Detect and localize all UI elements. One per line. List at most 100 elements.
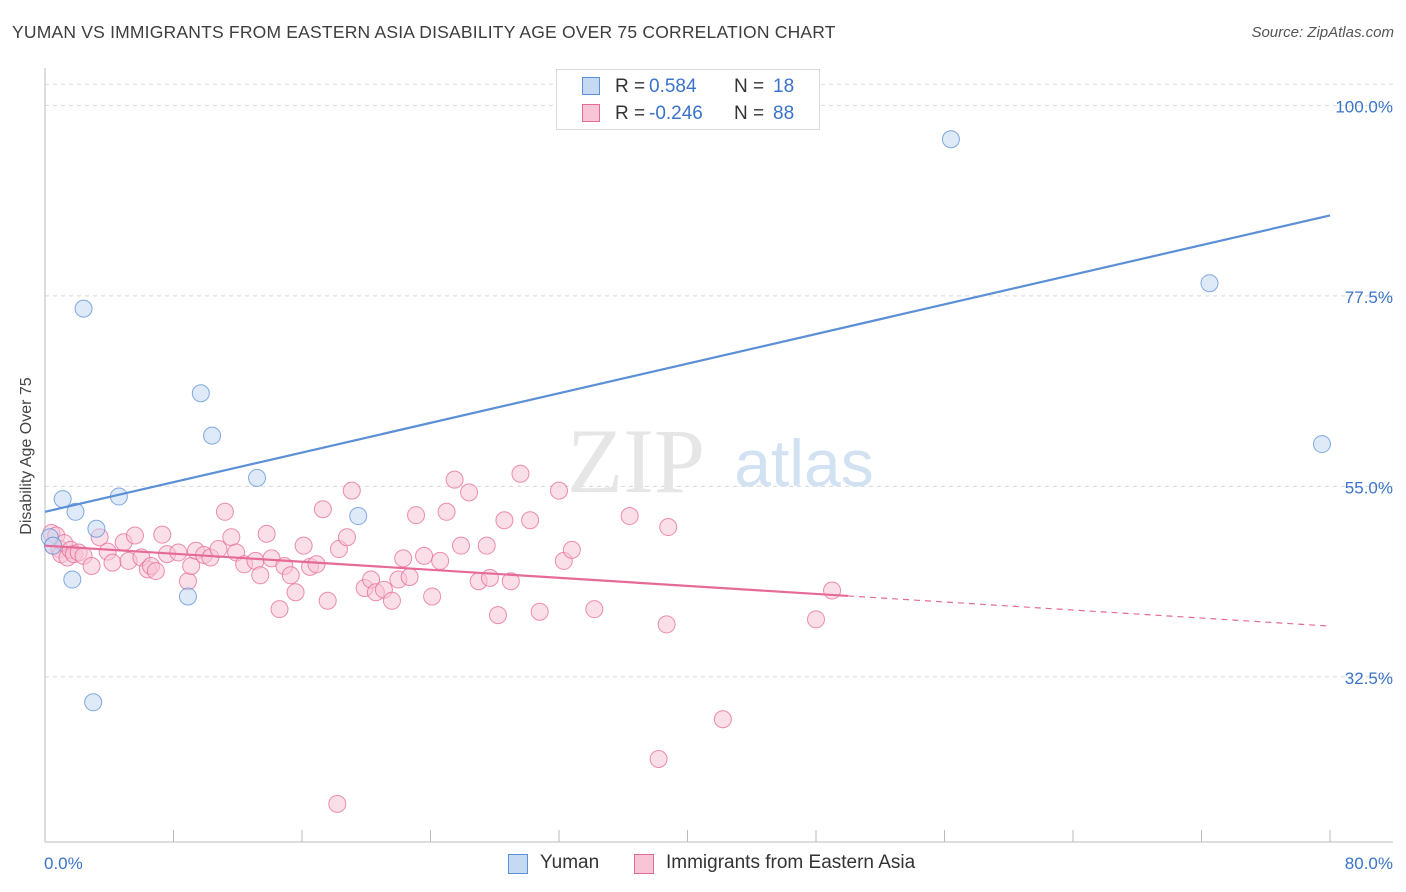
yuman-point: [1312, 435, 1331, 454]
yuman-swatch: [582, 77, 600, 95]
immigrants-point: [294, 536, 313, 555]
yuman-point: [178, 587, 197, 606]
immigrants-point: [521, 511, 540, 530]
immigrants-point: [178, 572, 197, 591]
y-tick-label: 55.0%: [1345, 478, 1393, 497]
immigrants-legend-swatch: [634, 854, 654, 874]
yuman-point: [248, 468, 267, 487]
immigrants-point: [713, 710, 732, 729]
watermark-zip: ZIP: [567, 410, 705, 512]
y-axis-label: Disability Age Over 75: [18, 377, 35, 535]
yuman-point: [191, 384, 210, 403]
legend-label-immigrants: Immigrants from Eastern Asia: [666, 852, 916, 873]
yuman-trend-line: [44, 214, 1331, 513]
y-tick-label: 77.5%: [1345, 288, 1393, 307]
immigrants-point: [313, 500, 332, 519]
immigrants-point: [511, 464, 530, 483]
yuman-point: [66, 502, 85, 521]
immigrants-point: [257, 524, 276, 543]
immigrants-point: [82, 556, 101, 575]
immigrants-point: [394, 549, 413, 568]
n-label: N =: [734, 76, 765, 97]
yuman-point: [74, 299, 93, 318]
n-value: 88: [773, 103, 795, 124]
immigrants-point: [286, 583, 305, 602]
yuman-point: [53, 490, 72, 509]
yuman-point: [941, 130, 960, 149]
yuman-point: [63, 570, 82, 589]
immigrants-point: [328, 794, 347, 813]
immigrants-point: [480, 568, 499, 587]
n-value: 18: [773, 76, 795, 97]
immigrants-point: [153, 525, 172, 544]
immigrants-point: [657, 615, 676, 634]
immigrants-point: [452, 536, 471, 555]
r-value: 0.584: [649, 76, 697, 97]
y-tick-label: 32.5%: [1345, 669, 1393, 688]
yuman-point: [87, 519, 106, 538]
immigrants-point: [550, 481, 568, 500]
y-tick-label: 100.0%: [1335, 97, 1393, 116]
immigrants-point: [460, 483, 479, 502]
stats-row-immigrants: R = -0.246 N = 88: [557, 101, 819, 127]
immigrants-point: [620, 507, 639, 526]
tick-labels: 32.5% 55.0% 77.5% 100.0% 0.0% 80.0%: [44, 97, 1393, 873]
immigrants-point: [382, 591, 401, 610]
yuman-point: [84, 693, 103, 712]
immigrants-swatch: [582, 104, 600, 122]
immigrants-point: [222, 528, 241, 547]
immigrants-point: [437, 502, 456, 521]
immigrants-point: [477, 536, 496, 555]
immigrants-point: [431, 551, 450, 570]
yuman-point: [1200, 274, 1219, 293]
immigrants-trend-line-extension: [848, 595, 1331, 627]
immigrants-point: [307, 555, 326, 574]
immigrants-point: [251, 566, 270, 585]
data-points: [40, 87, 1331, 813]
immigrants-point: [103, 553, 122, 572]
legend: Yuman Immigrants from Eastern Asia: [0, 852, 1406, 878]
immigrants-trend-line: [44, 544, 849, 598]
immigrants-point: [342, 481, 361, 500]
trend-lines: [44, 214, 1331, 627]
immigrants-point: [281, 566, 300, 585]
immigrants-point: [270, 600, 289, 619]
immigrants-point: [445, 470, 464, 489]
immigrants-point: [415, 546, 434, 565]
immigrants-point: [501, 572, 520, 591]
stats-row-yuman: R = 0.584 N = 18: [557, 74, 819, 100]
chart-title: YUMAN VS IMMIGRANTS FROM EASTERN ASIA DI…: [12, 22, 836, 42]
immigrants-point: [146, 562, 165, 581]
yuman-point: [203, 426, 222, 445]
immigrants-point: [337, 528, 356, 547]
immigrants-point: [562, 540, 581, 559]
axes: [44, 68, 1393, 843]
watermark: ZIP atlas: [567, 410, 874, 512]
yuman-legend-swatch: [508, 854, 528, 874]
immigrants-point: [488, 606, 507, 625]
immigrants-point: [530, 602, 549, 621]
r-label: R =: [615, 103, 646, 124]
immigrants-point: [823, 581, 842, 600]
immigrants-point: [649, 750, 668, 769]
immigrants-point: [495, 511, 514, 530]
immigrants-point: [585, 600, 604, 619]
watermark-atlas: atlas: [734, 426, 873, 500]
immigrants-point: [209, 540, 228, 559]
legend-label-yuman: Yuman: [540, 852, 600, 873]
immigrants-point: [400, 567, 419, 586]
x-tick-label: 0.0%: [44, 854, 83, 873]
immigrants-point: [318, 591, 337, 610]
immigrants-point: [215, 502, 234, 521]
stats-box: R = 0.584 N = 18 R = -0.246 N = 88: [556, 69, 820, 130]
immigrants-point: [807, 610, 825, 629]
immigrants-point: [169, 543, 188, 562]
source-label: Source: ZipAtlas.com: [1251, 24, 1394, 41]
immigrants-point: [659, 518, 678, 537]
r-label: R =: [615, 76, 646, 97]
immigrants-point: [423, 587, 442, 606]
n-label: N =: [734, 103, 765, 124]
immigrants-point: [125, 526, 144, 545]
r-value: -0.246: [649, 103, 703, 124]
